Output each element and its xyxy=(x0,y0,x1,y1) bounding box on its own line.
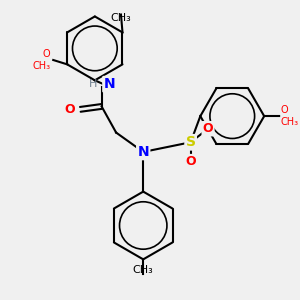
Text: O
CH₃: O CH₃ xyxy=(280,105,299,127)
Text: CH₃: CH₃ xyxy=(111,13,131,22)
Text: N: N xyxy=(137,145,149,159)
Text: O: O xyxy=(185,155,196,168)
Text: O: O xyxy=(203,122,213,135)
Text: O
CH₃: O CH₃ xyxy=(32,49,50,71)
Text: S: S xyxy=(186,135,196,149)
Text: H: H xyxy=(88,79,97,89)
Text: N: N xyxy=(103,77,115,91)
Text: CH₃: CH₃ xyxy=(133,265,154,275)
Text: O: O xyxy=(65,103,76,116)
